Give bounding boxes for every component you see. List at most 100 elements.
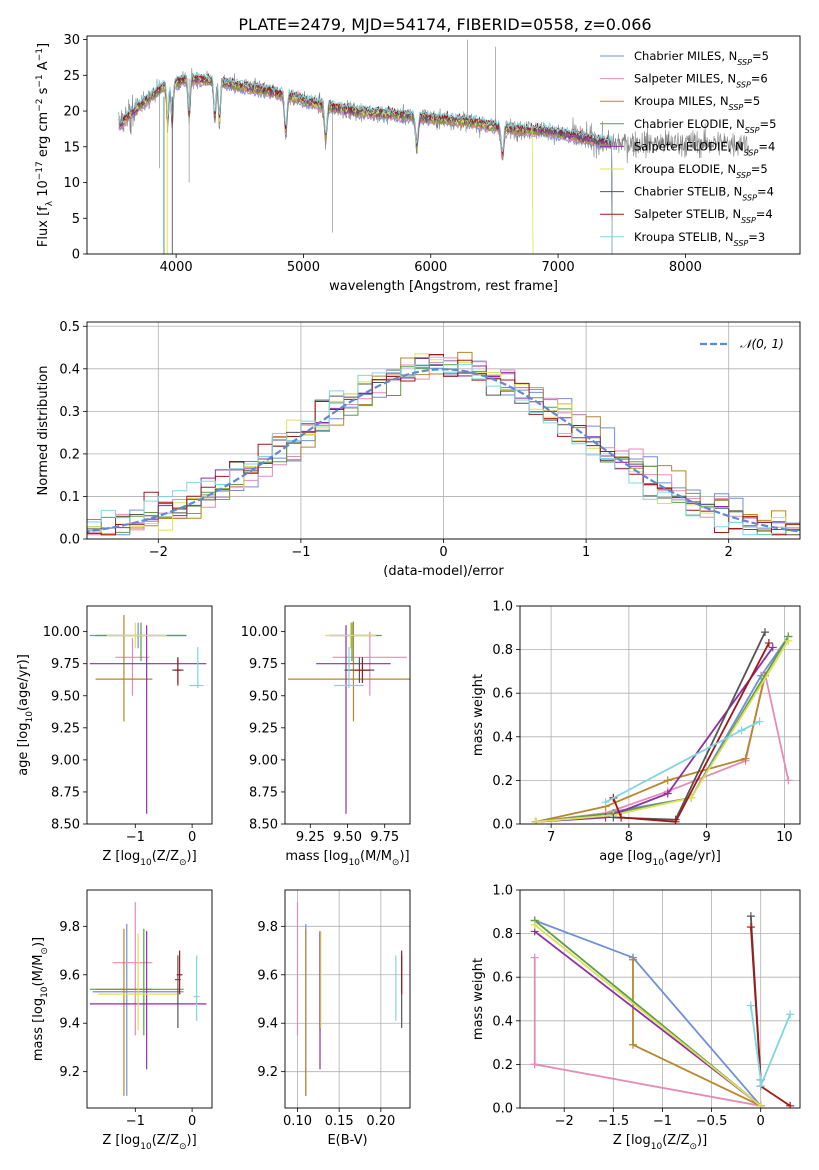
y-axis-label: mass weight xyxy=(471,958,486,1040)
plot-area xyxy=(87,351,800,536)
grid-lines xyxy=(520,605,800,825)
y-tick-label: 0.4 xyxy=(59,362,80,377)
y-tick-label: 30 xyxy=(63,33,80,48)
plot-area xyxy=(296,902,403,1096)
y-tick-label: 8.75 xyxy=(249,785,278,800)
x-tick-label: 8000 xyxy=(669,260,702,275)
mass-weight-marker-8 xyxy=(756,1082,765,1091)
y-tick-label: 0.6 xyxy=(492,687,513,702)
massweight-vs-age-panel: 7 8 9 10 0.0 0.2 0.4 0.6 0.8 1.0 age [log10(age/yr… xyxy=(471,600,801,868)
mass-weight-marker-5 xyxy=(784,636,793,645)
mass-weight-line-7 xyxy=(612,642,770,823)
legend-label: Salpeter MILES, NSSP=6 xyxy=(634,72,768,90)
axes-frame xyxy=(519,605,801,825)
x-tick-label: 0 xyxy=(439,545,447,560)
x-tick-label: −1 xyxy=(653,1114,672,1129)
mass-weight-marker-4 xyxy=(663,789,672,798)
y-tick-label: 0.2 xyxy=(59,447,80,462)
spectrum-panel: 4000 5000 6000 7000 8000 0 5 10 15 20 25 30 waveleng… xyxy=(35,33,801,294)
y-tick-label: 9.8 xyxy=(59,920,80,935)
ticks: 4000 5000 6000 7000 8000 0 5 10 15 20 25 30 xyxy=(63,33,702,275)
x-tick-label: −1.5 xyxy=(598,1114,630,1129)
y-tick-label: 0.4 xyxy=(492,730,513,745)
model-fit-5 xyxy=(118,74,534,254)
massweight-vs-metallicity-panel: −2 −1.5 −1 −0.5 0 0.0 0.2 0.4 0.6 0.8 1.0 Z [log10(… xyxy=(471,884,801,1152)
mass-weight-line-5 xyxy=(534,924,762,1107)
mass-weight-line-3 xyxy=(535,636,790,823)
mass-weight-line-7 xyxy=(749,927,791,1107)
mass-weight-marker-4 xyxy=(601,813,610,822)
mass-weight-marker-6 xyxy=(761,628,769,637)
y-tick-label: 0.3 xyxy=(59,405,80,420)
x-axis-label: wavelength [Angstrom, rest frame] xyxy=(329,279,558,294)
mass-weight-marker-1 xyxy=(530,953,539,962)
axes-frame xyxy=(519,889,801,1109)
y-tick-label: 20 xyxy=(63,105,80,120)
mass-weight-marker-8 xyxy=(601,798,610,807)
mass-weight-marker-5 xyxy=(530,920,539,929)
x-tick-label: 8 xyxy=(625,830,633,845)
x-tick-label: 0.15 xyxy=(325,1114,354,1129)
y-tick-label: 9.8 xyxy=(257,920,278,935)
plot-area xyxy=(89,902,207,1096)
model-fit-4 xyxy=(118,76,613,254)
plot-area xyxy=(89,614,207,814)
y-tick-label: 9.25 xyxy=(51,721,80,736)
y-tick-label: 0.2 xyxy=(492,1058,513,1073)
y-axis-label: mass [log10(M/M⊙)] xyxy=(31,937,50,1061)
mass-weight-marker-8 xyxy=(786,1010,795,1019)
x-tick-label: 0.10 xyxy=(283,1114,312,1129)
x-axis-label: Z [log10(Z/Z⊙)] xyxy=(613,1133,707,1152)
axes-frame xyxy=(284,889,411,1109)
mass-weight-line-6 xyxy=(613,631,766,821)
y-tick-label: 9.50 xyxy=(51,689,80,704)
normal-reference-curve xyxy=(87,368,800,533)
grid-lines xyxy=(520,889,800,1109)
legend-label: Salpeter STELIB, NSSP=4 xyxy=(634,207,773,225)
mass-weight-marker-7 xyxy=(764,639,773,648)
mass-vs-extinction-panel: 0.10 0.15 0.20 9.2 9.4 9.6 9.8 E(B-V) xyxy=(257,889,411,1148)
x-tick-label: −1 xyxy=(291,545,310,560)
mass-weight-marker-2 xyxy=(628,1040,637,1049)
y-tick-label: 8.75 xyxy=(51,785,80,800)
y-tick-label: 10.00 xyxy=(241,625,278,640)
legend-label: Kroupa MILES, NSSP=5 xyxy=(634,94,760,112)
x-tick-label: 6000 xyxy=(414,260,447,275)
x-tick-label: 0 xyxy=(188,1114,196,1129)
y-axis-label: mass weight xyxy=(471,674,486,756)
y-tick-label: 9.00 xyxy=(51,753,80,768)
grid-lines xyxy=(285,890,410,1108)
y-tick-label: 9.6 xyxy=(59,968,80,983)
x-axis-label: Z [log10(Z/Z⊙)] xyxy=(102,1133,196,1152)
age-vs-metallicity-panel: −1 0 8.50 8.75 9.00 9.25 9.50 9.75 10.00 Z [log10… xyxy=(16,605,213,868)
y-tick-label: 9.4 xyxy=(257,1017,278,1032)
plot-area xyxy=(531,628,793,824)
mass-weight-marker-1 xyxy=(530,1060,539,1069)
x-tick-label: 4000 xyxy=(160,260,193,275)
x-axis-label: age [log10(age/yr)] xyxy=(599,849,721,868)
y-tick-label: 0.0 xyxy=(492,1102,513,1117)
y-tick-label: 9.2 xyxy=(59,1065,80,1080)
mass-weight-marker-5 xyxy=(531,817,540,824)
x-tick-label: −2 xyxy=(555,1114,574,1129)
x-tick-label: 5000 xyxy=(287,260,320,275)
y-tick-label: 0.0 xyxy=(59,533,80,548)
mass-weight-marker-5 xyxy=(756,1101,765,1108)
y-tick-label: 0.4 xyxy=(492,1014,513,1029)
x-tick-label: 9 xyxy=(703,830,711,845)
y-tick-label: 0.1 xyxy=(59,490,80,505)
y-tick-label: 9.75 xyxy=(51,657,80,672)
mass-weight-marker-7 xyxy=(617,813,626,822)
axes-frame xyxy=(86,35,801,255)
y-tick-label: 0.0 xyxy=(492,818,513,833)
y-axis-label: age [log10(age/yr)] xyxy=(16,654,35,776)
mass-weight-marker-7 xyxy=(671,817,680,824)
model-fit-7 xyxy=(118,72,613,254)
y-tick-label: 8.50 xyxy=(51,818,80,833)
mass-weight-marker-1 xyxy=(784,776,793,785)
residual-histogram-panel: −2 −1 0 1 2 0.0 0.1 0.2 0.3 0.4 0.5 (data-model)/er… xyxy=(36,320,801,579)
axes-frame xyxy=(86,889,213,1109)
x-axis-label: Z [log10(Z/Z⊙)] xyxy=(102,849,196,868)
y-tick-label: 9.75 xyxy=(249,657,278,672)
